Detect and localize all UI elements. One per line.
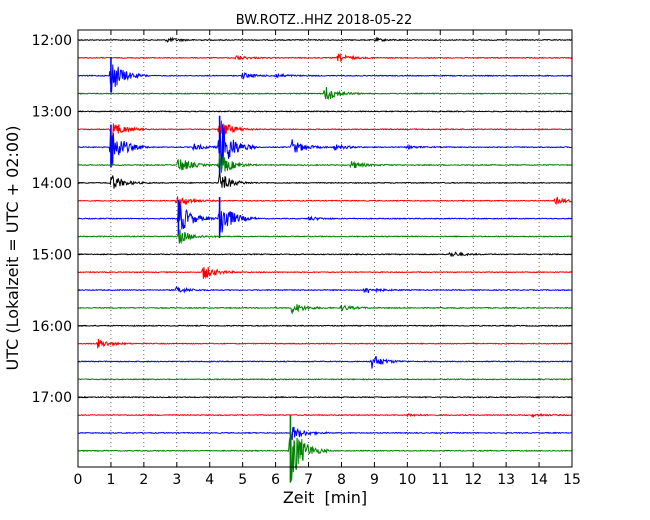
chart-title: BW.ROTZ..HHZ 2018-05-22: [236, 13, 412, 28]
trace-1315: [77, 120, 573, 141]
trace-1430: [77, 201, 573, 233]
x-tick-label-2: 2: [139, 472, 148, 488]
y-tick-label-1500: 15:00: [32, 247, 72, 263]
trace-1745: [77, 437, 572, 481]
x-tick-label-5: 5: [238, 472, 247, 488]
x-tick-label-13: 13: [497, 472, 515, 488]
x-tick-label-15: 15: [563, 472, 581, 488]
trace-1715: [77, 412, 573, 418]
y-tick-label-1700: 17:00: [32, 390, 72, 406]
trace-1400: [77, 173, 572, 189]
trace-1515: [77, 266, 573, 279]
trace-1245: [77, 86, 572, 100]
x-tick-label-4: 4: [205, 472, 214, 488]
trace-1445: [77, 229, 572, 244]
trace-1500: [77, 251, 573, 258]
grid-lines: [110, 30, 540, 467]
y-axis-ticks: 12:00 13:00 14:00 15:00 16:00 17:00: [32, 33, 572, 406]
y-tick-label-1600: 16:00: [32, 319, 72, 335]
y-tick-label-1300: 13:00: [32, 104, 72, 120]
trace-1530: [77, 286, 573, 294]
trace-1345: [77, 153, 572, 173]
x-tick-label-9: 9: [370, 472, 379, 488]
trace-1730: [77, 426, 573, 441]
x-tick-label-0: 0: [74, 472, 83, 488]
trace-1230: [77, 64, 573, 93]
trace-1645: [77, 378, 573, 381]
trace-1300: [77, 110, 573, 113]
x-tick-label-10: 10: [398, 472, 416, 488]
x-tick-label-7: 7: [304, 472, 313, 488]
x-tick-label-11: 11: [431, 472, 449, 488]
trace-1700: [77, 395, 573, 399]
y-axis-label: UTC (Lokalzeit = UTC + 02:00): [3, 126, 22, 371]
plot-frame: [77, 29, 573, 468]
x-axis-label: Zeit [min]: [283, 488, 367, 507]
x-tick-label-3: 3: [172, 472, 181, 488]
y-tick-label-1400: 14:00: [32, 176, 72, 192]
x-tick-label-8: 8: [337, 472, 346, 488]
trace-1415: [77, 196, 572, 207]
x-tick-label-1: 1: [106, 472, 115, 488]
trace-1200: [77, 36, 573, 43]
trace-1630: [77, 356, 572, 369]
seismic-traces: [77, 36, 573, 483]
trace-1330: [77, 124, 572, 167]
x-tick-label-12: 12: [464, 472, 482, 488]
trace-1545: [77, 304, 572, 315]
trace-1600: [77, 324, 572, 328]
trace-1215: [77, 52, 573, 63]
y-tick-label-1200: 12:00: [32, 33, 72, 49]
x-axis-ticks: 0 1 2 3 4 5 6 7 8 9 10 11 12 13 14 15: [74, 30, 581, 488]
x-tick-label-14: 14: [530, 472, 548, 488]
x-tick-label-6: 6: [271, 472, 280, 488]
trace-1615: [77, 338, 572, 349]
